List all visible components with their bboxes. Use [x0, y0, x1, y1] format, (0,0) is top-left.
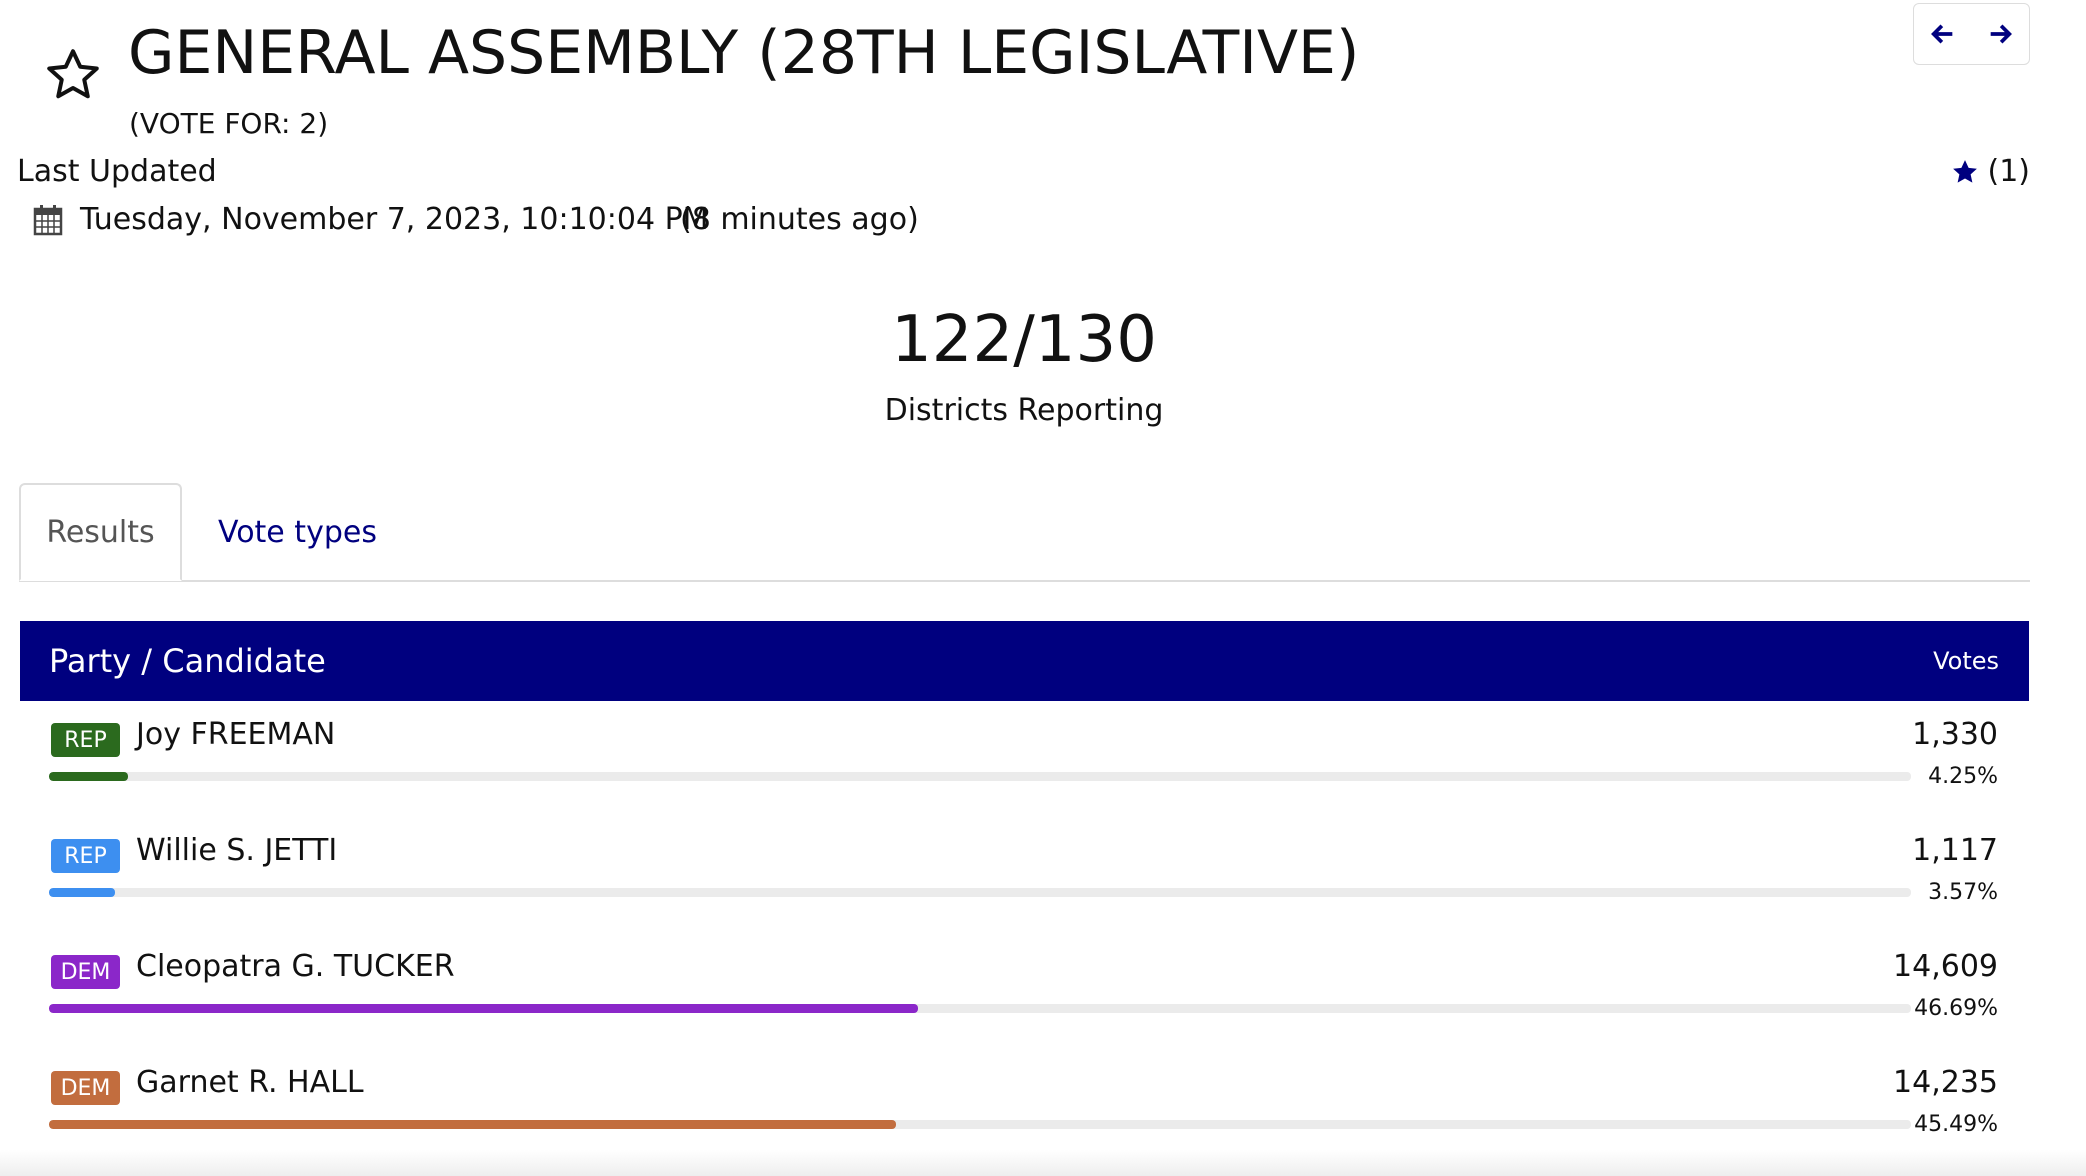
bar-track — [49, 1004, 1911, 1013]
vote-percent: 3.57% — [1928, 880, 1998, 905]
tab-vote-types[interactable]: Vote types — [218, 515, 377, 550]
bar — [49, 1004, 919, 1013]
table-header: Party / Candidate Votes — [20, 621, 2029, 701]
tab-results[interactable]: Results — [19, 483, 182, 581]
bar — [49, 772, 129, 781]
candidate-name: Willie S. JETTI — [136, 833, 338, 868]
last-updated-label: Last Updated — [17, 154, 217, 189]
candidate-name: Cleopatra G. TUCKER — [136, 949, 455, 984]
reporting-count: 122/130 — [891, 303, 1157, 377]
vote-count: 1,330 — [1912, 717, 1998, 752]
contest-title: GENERAL ASSEMBLY (28TH LEGISLATIVE) — [128, 18, 1360, 88]
vote-count: 1,117 — [1912, 833, 1998, 868]
last-updated: Tuesday, November 7, 2023, 10:10:04 PM — [80, 202, 709, 237]
reporting-label: Districts Reporting — [884, 393, 1164, 428]
header-votes: Votes — [1933, 647, 1999, 675]
next-button[interactable] — [1972, 4, 2030, 64]
candidate-name: Joy FREEMAN — [136, 717, 336, 752]
relative-time: (8 minutes ago) — [680, 202, 919, 237]
favorites-count: (1) — [1987, 154, 2031, 189]
favorite-star[interactable] — [43, 45, 103, 105]
arrow-right — [1990, 24, 2013, 44]
tab-border — [19, 580, 2030, 582]
bar-track — [49, 1120, 1911, 1129]
nav-buttons — [1913, 3, 2030, 65]
party-badge: REP — [51, 839, 120, 873]
header-candidate: Party / Candidate — [49, 642, 326, 680]
arrow-left — [1930, 24, 1953, 44]
party-badge: REP — [51, 723, 120, 757]
bar — [49, 1120, 897, 1129]
star-icon — [1952, 160, 1977, 183]
bottom-shade — [0, 1150, 2086, 1176]
party-badge: DEM — [51, 1071, 120, 1105]
bar-track — [49, 888, 1911, 897]
bar-track — [49, 772, 1911, 781]
favorites[interactable]: (1) — [1950, 153, 2031, 191]
vote-for: (VOTE FOR: 2) — [129, 107, 329, 140]
calendar-icon — [33, 205, 63, 236]
vote-count: 14,235 — [1893, 1065, 1998, 1100]
candidate-name: Garnet R. HALL — [136, 1065, 364, 1100]
prev-button[interactable] — [1914, 4, 1972, 64]
vote-percent: 46.69% — [1914, 996, 1998, 1021]
vote-percent: 45.49% — [1914, 1112, 1998, 1137]
vote-count: 14,609 — [1893, 949, 1998, 984]
bar — [49, 888, 116, 897]
vote-percent: 4.25% — [1928, 764, 1998, 789]
party-badge: DEM — [51, 955, 120, 989]
